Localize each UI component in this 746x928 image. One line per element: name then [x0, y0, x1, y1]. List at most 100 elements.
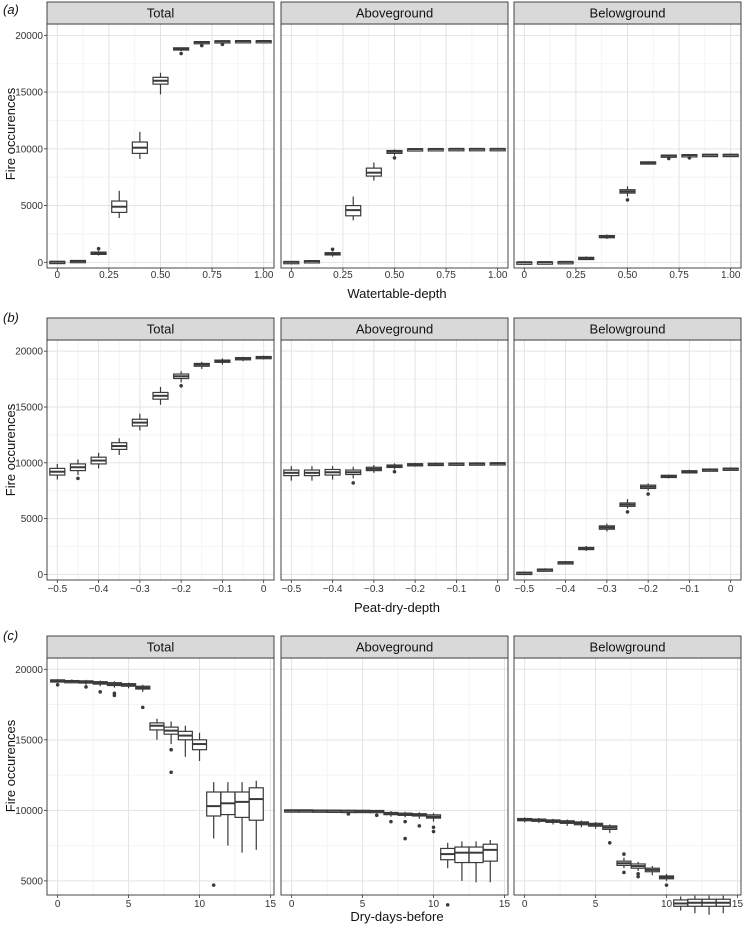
y-axis-title-a: Fire occurences: [3, 87, 18, 180]
outlier-point: [392, 469, 397, 474]
facet-strip-label: Belowground: [590, 322, 666, 337]
facet-strip: [46, 317, 275, 341]
outlier-point: [55, 683, 60, 687]
facet-strip: [46, 1, 275, 25]
box-total-13: [234, 782, 250, 853]
box-total-1: [64, 679, 80, 684]
box-total-0: [49, 260, 66, 265]
y-tick-label: 10000: [15, 806, 43, 817]
box-aboveground-2: [324, 247, 341, 257]
box-total-2: [90, 452, 107, 469]
x-tick-label: −0.5: [281, 584, 301, 595]
facet-strip: [280, 635, 509, 659]
box-belowground-4: [598, 234, 615, 240]
box-aboveground-10: [489, 147, 506, 152]
box-iqr: [468, 846, 484, 864]
y-tick-label: 15000: [15, 402, 43, 413]
outlier-point: [417, 824, 422, 828]
box-belowground-10: [722, 153, 739, 158]
x-tick-label: 0: [495, 584, 501, 595]
facet-total: Total −0.5 −0.4 −0.3 −0.2 −0.1 0: [46, 317, 275, 595]
y-tick-label: 0: [37, 570, 43, 581]
x-tick-label: −0.4: [89, 584, 109, 595]
facet-strip: [280, 317, 509, 341]
box-belowground-9: [644, 866, 660, 876]
box-total-7: [193, 361, 210, 370]
box-aboveground-9: [468, 147, 486, 152]
box-total-8: [214, 40, 231, 47]
box-aboveground-10: [425, 813, 442, 834]
box-aboveground-1: [298, 809, 314, 813]
box-belowground-1: [536, 568, 554, 572]
x-tick-label: 1.00: [254, 270, 274, 281]
x-axis-title-b: Peat-dry-depth: [354, 600, 440, 615]
box-total-7: [193, 40, 210, 48]
box-belowground-1: [536, 261, 554, 265]
x-tick-label: 0.25: [566, 270, 586, 281]
plot-area-a: 0 5000 10000 15000 20000 Total 0 0.25 0.50 0.75 1.…: [15, 1, 742, 281]
y-tick-label: 10000: [15, 458, 43, 469]
panel-label-b: (b): [3, 310, 19, 325]
facet-strip-label: Total: [147, 6, 175, 21]
y-tick-label: 5000: [21, 876, 44, 887]
facet-strip-label: Belowground: [590, 6, 666, 21]
box-total-0: [50, 679, 66, 687]
x-tick-label: −0.2: [405, 584, 425, 595]
x-tick-label: 0.25: [99, 270, 119, 281]
x-tick-label: 15: [499, 899, 511, 910]
box-aboveground-6: [369, 809, 385, 818]
box-aboveground-14: [482, 839, 498, 883]
box-aboveground-0: [283, 466, 300, 481]
x-tick-label: −0.3: [597, 584, 617, 595]
outlier-point: [636, 874, 640, 879]
outlier-point: [625, 510, 630, 514]
facet-aboveground: Aboveground −0.5 −0.4 −0.3 −0.2 −0.1 0: [280, 317, 509, 595]
facet-strip-label: Belowground: [590, 640, 666, 655]
outlier-point: [646, 492, 650, 496]
box-aboveground-0: [283, 260, 300, 265]
y-tick-label: 5000: [21, 201, 44, 212]
facet-strip: [46, 635, 275, 659]
box-belowground-6: [602, 824, 618, 845]
x-tick-label: 0.75: [669, 270, 689, 281]
outlier-point: [84, 685, 88, 689]
x-tick-label: 10: [661, 899, 673, 910]
row-b: (b) Fire occurences Peat-dry-depth 0 5000…: [3, 310, 742, 615]
outlier-point: [622, 852, 626, 856]
box-total-2: [90, 246, 107, 256]
outlier-point: [330, 247, 335, 252]
box-total-4: [131, 413, 148, 431]
outlier-point: [140, 705, 145, 710]
x-tick-label: 1.00: [721, 270, 741, 281]
box-belowground-0: [516, 571, 533, 576]
outlier-point: [664, 883, 669, 887]
box-belowground-5: [587, 821, 604, 829]
outlier-point: [431, 829, 436, 834]
box-aboveground-3: [345, 196, 362, 221]
x-tick-label: 0: [522, 899, 528, 910]
box-aboveground-5: [386, 149, 403, 160]
box-belowground-2: [557, 260, 574, 265]
box-belowground-3: [578, 256, 595, 261]
x-tick-label: −0.2: [171, 584, 191, 595]
x-tick-label: −0.4: [323, 584, 343, 595]
box-belowground-7: [660, 154, 677, 161]
outlier-point: [211, 883, 216, 887]
outlier-point: [346, 812, 351, 816]
outlier-point: [179, 51, 183, 56]
facet-strip-label: Total: [147, 322, 175, 337]
y-tick-label: 15000: [15, 88, 43, 99]
facet-belowground: Belowground 0 0.25 0.50 0.75 1.00: [513, 1, 742, 281]
box-aboveground-2: [312, 809, 328, 813]
box-aboveground-7: [427, 147, 444, 152]
box-total-7: [149, 718, 165, 740]
x-tick-label: 0.50: [618, 270, 638, 281]
panel-background: [47, 658, 274, 895]
x-tick-label: 0: [728, 584, 734, 595]
box-iqr: [234, 791, 250, 819]
facet-belowground: Belowground −0.5 −0.4 −0.3 −0.2 −0.1 0: [513, 317, 742, 595]
facet-total: Total 0 5 10 15: [46, 635, 276, 910]
x-tick-label: −0.4: [556, 584, 576, 595]
box-belowground-3: [578, 545, 595, 551]
